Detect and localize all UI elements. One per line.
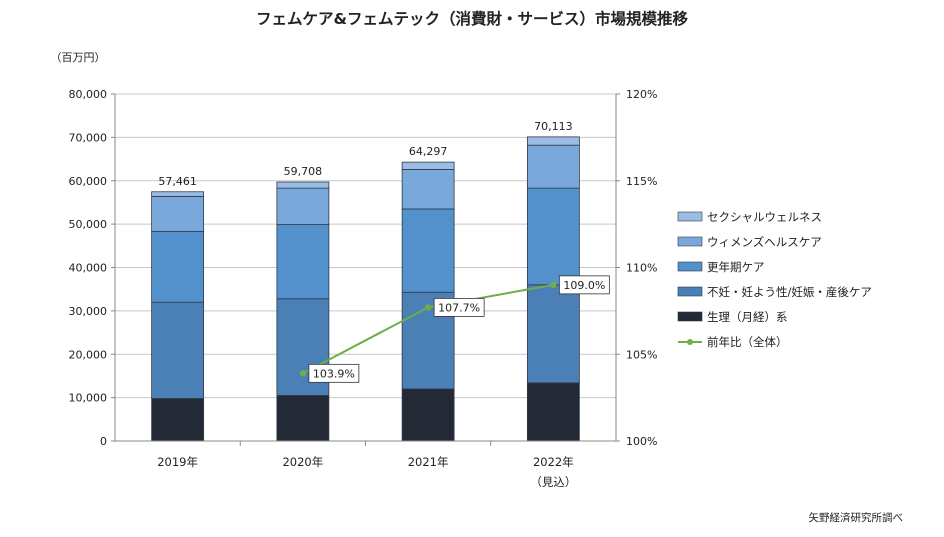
y-left-tick-label: 60,000 <box>69 175 108 188</box>
bar-series-group: 57,461 59,708 64,297 70,113 <box>151 120 580 442</box>
bar-segment <box>276 181 330 189</box>
legend-label: 不妊・妊よう性/妊娠・産後ケア <box>707 285 872 299</box>
bar-segment <box>276 395 330 442</box>
x-category-label: 2021年 <box>408 455 449 469</box>
bar-segment <box>526 284 580 384</box>
y-right-tick-label: 115% <box>626 175 657 188</box>
y-left-tick-label: 70,000 <box>69 131 108 144</box>
y-left-tick-label: 10,000 <box>69 392 108 405</box>
legend-swatch <box>677 236 703 247</box>
bar-total-label: 57,461 <box>158 175 197 188</box>
legend-label: セクシャルウェルネス <box>707 210 822 224</box>
legend-swatch <box>677 261 703 272</box>
x-category-label: 2022年 <box>533 455 574 469</box>
y-right-tick-label: 105% <box>626 348 657 361</box>
source-note: 矢野経済研究所調べ <box>809 511 904 524</box>
y-left-tick-label: 30,000 <box>69 305 108 318</box>
y-left-tick-label: 0 <box>100 435 107 448</box>
ratio-label-box <box>308 363 360 383</box>
bar-total-label: 70,113 <box>534 120 573 133</box>
bar-segment <box>526 382 580 442</box>
bar-segment <box>151 191 205 197</box>
axes-group: 0 10,000 20,000 30,000 40,000 50,000 60,000 70,… <box>69 88 658 489</box>
y-left-tick-label: 20,000 <box>69 348 108 361</box>
bar-segment <box>151 398 205 442</box>
x-category-label: 2020年 <box>282 455 323 469</box>
y-left-tick-label: 80,000 <box>69 88 108 101</box>
legend-label: 前年比（全体） <box>707 335 788 349</box>
ratio-label: 109.0% <box>563 279 605 292</box>
legend-label: 生理（月経）系 <box>707 310 788 324</box>
ratio-line-group: 103.9% 107.7% 109.0% <box>299 275 610 383</box>
bar-segment <box>526 187 580 286</box>
y-axis-unit-label: （百万円） <box>51 51 106 64</box>
bar-segment <box>526 136 580 146</box>
x-category-note: （見込） <box>530 475 576 489</box>
y-left-tick-label: 40,000 <box>69 262 108 275</box>
bar-segment <box>526 144 580 189</box>
ratio-label: 107.7% <box>438 301 480 314</box>
y-right-tick-label: 120% <box>626 88 657 101</box>
legend-label: 更年期ケア <box>707 260 765 274</box>
bar-segment <box>151 301 205 399</box>
legend-swatch <box>677 286 703 297</box>
legend-swatch <box>677 211 703 222</box>
bar-total-label: 59,708 <box>284 165 323 178</box>
bar-segment <box>276 224 330 300</box>
ratio-point <box>424 304 432 311</box>
chart-title: フェムケア&フェムテック（消費財・サービス）市場規模推移 <box>256 9 689 28</box>
bar-segment <box>401 208 455 293</box>
bar-segment <box>151 231 205 303</box>
legend-label: ウィメンズヘルスケア <box>707 235 822 249</box>
bar-segment <box>401 161 455 170</box>
legend: セクシャルウェルネスウィメンズヘルスケア更年期ケア不妊・妊よう性/妊娠・産後ケア… <box>677 210 872 349</box>
ratio-label-box <box>433 298 485 317</box>
ratio-point <box>299 370 307 377</box>
ratio-point <box>550 281 557 289</box>
y-right-tick-label: 110% <box>626 262 657 275</box>
ratio-label-box <box>558 275 610 295</box>
x-category-label: 2019年 <box>157 455 198 469</box>
legend-swatch <box>677 311 703 322</box>
ratio-label: 103.9% <box>313 367 355 380</box>
bar-segment <box>401 169 455 210</box>
bar-total-label: 64,297 <box>409 145 448 158</box>
legend-line-marker <box>687 339 693 345</box>
y-right-tick-label: 100% <box>626 435 657 448</box>
bar-segment <box>401 388 455 442</box>
y-left-tick-label: 50,000 <box>69 218 108 231</box>
bar-segment <box>151 195 205 232</box>
bar-segment <box>276 187 330 225</box>
